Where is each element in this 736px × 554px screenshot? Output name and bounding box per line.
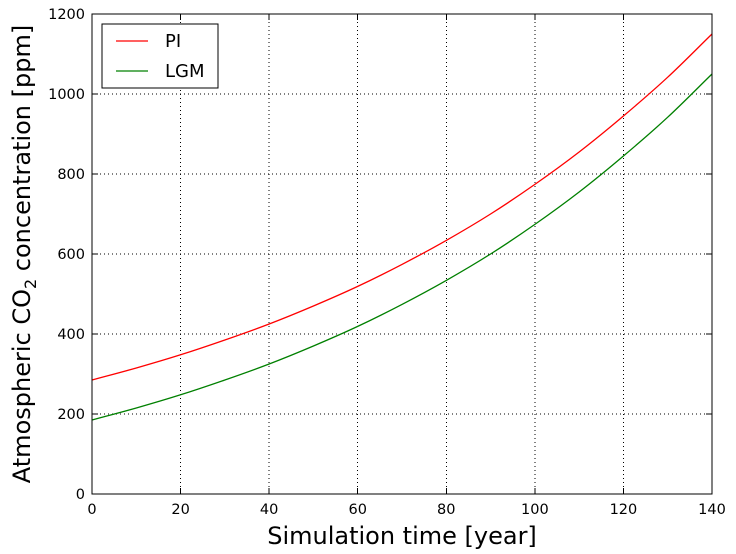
y-tick-label: 400: [57, 327, 85, 343]
y-axis-title-prefix: Atmospheric CO: [8, 289, 36, 483]
y-tick-labels: 0 200 400 600 800 1000 1200: [48, 7, 85, 503]
x-tick-label: 20: [171, 502, 189, 518]
legend: PI LGM: [101, 23, 219, 89]
x-tick-label: 60: [348, 502, 366, 518]
x-tick-label: 100: [521, 502, 549, 518]
axis-ticks: [91, 13, 713, 495]
y-tick-label: 600: [57, 247, 85, 263]
legend-box: [101, 23, 219, 89]
series-line-lgm: [91, 73, 713, 421]
legend-label-pi: PI: [165, 31, 181, 52]
y-axis-title: Atmospheric CO2 concentration [ppm]: [8, 25, 40, 483]
x-tick-label: 0: [87, 502, 96, 518]
x-tick-label: 40: [260, 502, 278, 518]
series-lines: [91, 33, 713, 421]
y-tick-label: 0: [76, 487, 85, 503]
x-tick-labels: 0 20 40 60 80 100 120 140: [87, 502, 725, 518]
y-tick-label: 1200: [48, 7, 85, 23]
y-tick-label: 1000: [48, 87, 85, 103]
legend-label-lgm: LGM: [165, 61, 205, 82]
x-tick-label: 120: [610, 502, 638, 518]
grid: [92, 14, 712, 494]
y-tick-label: 800: [57, 167, 85, 183]
x-tick-label: 80: [437, 502, 455, 518]
y-axis-title-suffix: concentration [ppm]: [8, 25, 36, 279]
x-axis-title: Simulation time [year]: [267, 522, 537, 550]
y-tick-label: 200: [57, 407, 85, 423]
series-line-pi: [91, 33, 713, 381]
x-tick-label: 140: [698, 502, 726, 518]
y-axis-title-subscript: 2: [21, 279, 40, 289]
